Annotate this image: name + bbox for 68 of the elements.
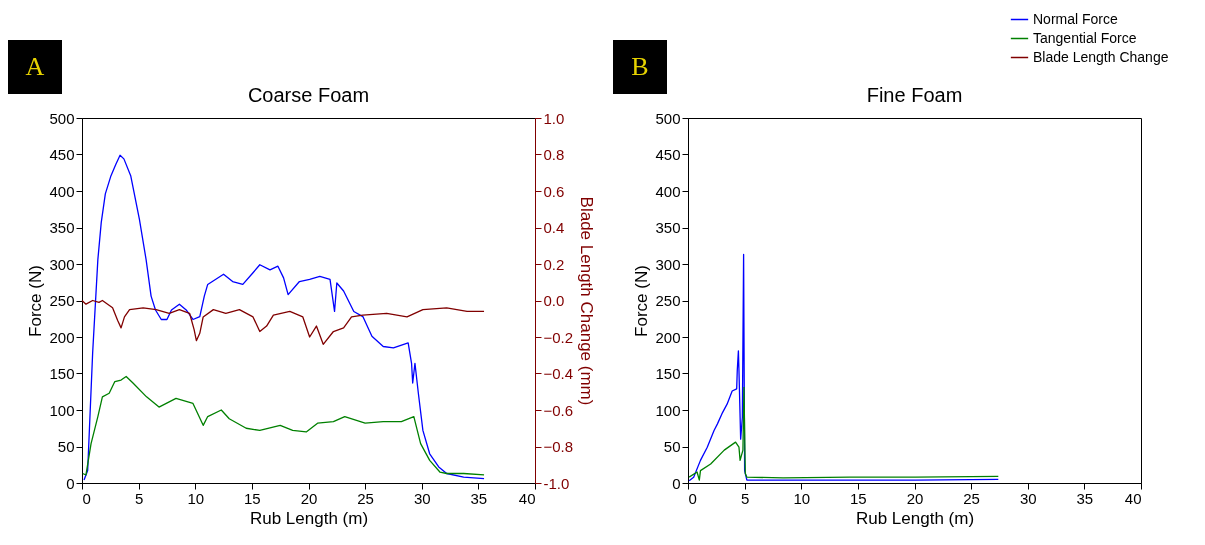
x-tick-label: 25 xyxy=(963,489,980,507)
x-tick-label: 30 xyxy=(1019,489,1037,507)
y2-tick-label: 0.6 xyxy=(543,182,565,200)
x-tick-label: 0 xyxy=(688,489,697,507)
y2-tick-label: −0.6 xyxy=(543,401,574,419)
y2-tick-label: 1.0 xyxy=(543,109,565,127)
y2-tick-label: −0.8 xyxy=(543,438,574,455)
y2-axis-title: Blade Length Change (mm) xyxy=(577,196,597,406)
text: B xyxy=(613,40,667,94)
chart-title: Coarse Foam xyxy=(246,84,371,107)
x-tick-label: 40 xyxy=(518,489,536,507)
x-tick-label: 10 xyxy=(187,489,205,507)
y2-tick-label: 0.4 xyxy=(543,219,565,236)
y2-tick-label: −0.4 xyxy=(543,365,574,382)
x-tick-label: 40 xyxy=(1124,489,1142,507)
y-tick-label: 350 xyxy=(49,219,75,236)
y2-tick-label: 0.8 xyxy=(543,146,565,163)
legend-label: Normal Force xyxy=(1033,10,1119,27)
y2-tick-label: −0.2 xyxy=(543,328,574,346)
x-tick-label: 15 xyxy=(244,489,261,507)
x-tick-label: 35 xyxy=(1076,489,1094,507)
y2-tick-label: 0.0 xyxy=(543,292,565,309)
y-tick-label: 250 xyxy=(49,292,75,309)
y2-tick-label: 0.2 xyxy=(543,255,565,273)
y-tick-label: 500 xyxy=(49,109,75,127)
legend-label: Tangential Force xyxy=(1033,29,1137,46)
y-tick-label: 400 xyxy=(655,182,681,200)
text: A xyxy=(8,40,62,94)
chart-title: Fine Foam xyxy=(865,84,964,107)
line-series xyxy=(83,154,485,481)
y-tick-label: 200 xyxy=(49,328,75,346)
line-series xyxy=(688,386,999,481)
line-series xyxy=(82,375,485,476)
x-tick-label: 35 xyxy=(470,489,488,507)
x-tick-label: 15 xyxy=(850,489,867,507)
y-axis-title: Force (N) xyxy=(26,265,46,337)
x-tick-label: 10 xyxy=(793,489,811,507)
x-tick-label: 20 xyxy=(300,489,318,507)
y-tick-label: 450 xyxy=(49,146,75,163)
y-tick-label: 0 xyxy=(672,474,681,492)
y-tick-label: 50 xyxy=(663,438,681,455)
y-tick-label: 50 xyxy=(57,438,75,455)
y-tick-label: 200 xyxy=(655,328,681,346)
x-tick-label: 5 xyxy=(134,489,144,507)
y-tick-label: 500 xyxy=(655,109,681,127)
line-series xyxy=(688,253,999,482)
y-tick-label: 250 xyxy=(655,292,681,309)
x-axis-title: Rub Length (m) xyxy=(249,508,369,528)
y-tick-label: 100 xyxy=(655,401,681,419)
y-tick-label: 100 xyxy=(49,401,75,419)
y-axis-title: Force (N) xyxy=(632,265,652,337)
y-tick-label: 150 xyxy=(49,365,75,382)
y-tick-label: 0 xyxy=(66,474,75,492)
legend-label: Blade Length Change xyxy=(1033,48,1169,65)
x-tick-label: 5 xyxy=(740,489,750,507)
line-series xyxy=(81,299,485,345)
y-tick-label: 300 xyxy=(49,255,75,273)
x-axis-title: Rub Length (m) xyxy=(855,508,975,528)
y-tick-label: 350 xyxy=(655,219,681,236)
x-tick-label: 25 xyxy=(357,489,374,507)
x-tick-label: 30 xyxy=(413,489,431,507)
x-tick-label: 20 xyxy=(906,489,924,507)
y2-tick-label: -1.0 xyxy=(543,474,570,492)
y-tick-label: 300 xyxy=(655,255,681,273)
y-tick-label: 400 xyxy=(49,182,75,200)
x-tick-label: 0 xyxy=(82,489,91,507)
y-tick-label: 450 xyxy=(655,146,681,163)
y-tick-label: 150 xyxy=(655,365,681,382)
